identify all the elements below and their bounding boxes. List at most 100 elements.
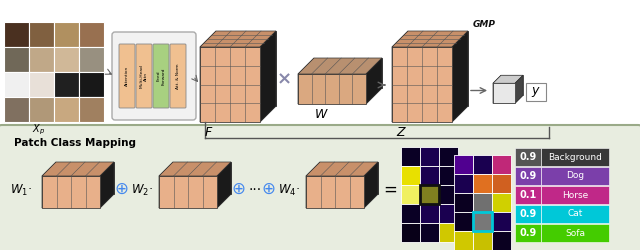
Polygon shape <box>306 162 378 176</box>
Bar <box>541 205 609 223</box>
Polygon shape <box>320 162 378 194</box>
Polygon shape <box>392 47 452 122</box>
Polygon shape <box>200 106 276 122</box>
Text: Dog: Dog <box>566 172 584 180</box>
Bar <box>492 155 511 174</box>
Bar <box>515 167 541 185</box>
Bar <box>401 166 420 185</box>
Polygon shape <box>217 162 231 208</box>
Polygon shape <box>366 58 382 104</box>
Bar <box>439 223 458 242</box>
Text: $X_p$: $X_p$ <box>33 123 45 137</box>
Bar <box>29 47 54 72</box>
Polygon shape <box>493 83 515 103</box>
Bar <box>515 186 541 204</box>
Bar <box>541 224 609 242</box>
Polygon shape <box>493 75 523 83</box>
Text: Background: Background <box>548 152 602 162</box>
Polygon shape <box>452 31 468 122</box>
Bar <box>401 147 420 166</box>
Bar <box>541 167 609 185</box>
Text: Multi-Head
Attn: Multi-Head Attn <box>140 64 148 88</box>
Text: ···: ··· <box>248 183 261 197</box>
Text: Attention: Attention <box>125 66 129 86</box>
Bar <box>492 174 511 193</box>
Polygon shape <box>159 194 231 208</box>
Bar <box>4 47 29 72</box>
Polygon shape <box>260 31 276 122</box>
Bar <box>79 22 104 47</box>
Text: 0.1: 0.1 <box>520 190 536 200</box>
Bar <box>454 155 473 174</box>
Text: 0.9: 0.9 <box>520 171 536 181</box>
Bar <box>439 185 458 204</box>
Polygon shape <box>42 162 56 208</box>
Polygon shape <box>392 31 468 47</box>
Text: $\mathit{F}$: $\mathit{F}$ <box>204 126 213 140</box>
Text: $W_1$·: $W_1$· <box>10 182 32 198</box>
Bar <box>79 72 104 97</box>
Bar <box>473 231 492 250</box>
Text: $y$: $y$ <box>531 85 541 99</box>
Bar <box>401 185 420 204</box>
Text: ⊕: ⊕ <box>114 180 128 198</box>
Text: $W_4$·: $W_4$· <box>278 182 300 198</box>
Bar <box>541 148 609 166</box>
Bar <box>473 155 492 174</box>
Polygon shape <box>159 162 173 208</box>
Bar <box>4 97 29 122</box>
Polygon shape <box>493 75 501 103</box>
Polygon shape <box>100 162 114 208</box>
Bar <box>454 174 473 193</box>
Text: 0.9: 0.9 <box>520 209 536 219</box>
Bar <box>4 72 29 97</box>
Polygon shape <box>408 31 468 106</box>
Bar <box>54 22 79 47</box>
Polygon shape <box>216 31 276 106</box>
Text: ⊕: ⊕ <box>231 180 245 198</box>
Bar <box>420 147 439 166</box>
Polygon shape <box>42 194 114 208</box>
FancyBboxPatch shape <box>119 44 135 108</box>
Polygon shape <box>501 75 523 95</box>
Bar <box>401 204 420 223</box>
Bar <box>439 204 458 223</box>
Polygon shape <box>314 58 382 88</box>
Bar <box>420 185 439 204</box>
Polygon shape <box>306 194 378 208</box>
Bar <box>492 193 511 212</box>
Bar <box>4 22 29 47</box>
Bar <box>492 231 511 250</box>
Polygon shape <box>392 106 468 122</box>
Bar <box>515 224 541 242</box>
FancyBboxPatch shape <box>0 125 640 250</box>
Bar <box>515 148 541 166</box>
Text: $W_2$·: $W_2$· <box>131 182 153 198</box>
Text: 0.9: 0.9 <box>520 152 536 162</box>
FancyBboxPatch shape <box>153 44 169 108</box>
Bar <box>473 193 492 212</box>
Bar <box>454 193 473 212</box>
Text: =: = <box>383 181 397 199</box>
Bar <box>79 47 104 72</box>
Bar <box>29 97 54 122</box>
Text: $\mathit{W}$: $\mathit{W}$ <box>314 108 329 122</box>
Text: Att. & Norm: Att. & Norm <box>176 63 180 89</box>
Bar <box>541 186 609 204</box>
Text: Patch Class Mapping: Patch Class Mapping <box>14 138 136 148</box>
Bar <box>401 223 420 242</box>
Polygon shape <box>200 47 260 122</box>
Polygon shape <box>493 95 523 103</box>
Polygon shape <box>298 58 314 104</box>
Bar <box>420 166 439 185</box>
Bar <box>54 97 79 122</box>
Polygon shape <box>298 88 382 104</box>
Polygon shape <box>200 31 216 122</box>
Polygon shape <box>298 74 366 104</box>
Polygon shape <box>42 176 100 208</box>
Bar <box>473 212 492 231</box>
Text: 0.9: 0.9 <box>520 228 536 238</box>
Bar <box>439 147 458 166</box>
Polygon shape <box>159 162 231 176</box>
Bar <box>54 72 79 97</box>
